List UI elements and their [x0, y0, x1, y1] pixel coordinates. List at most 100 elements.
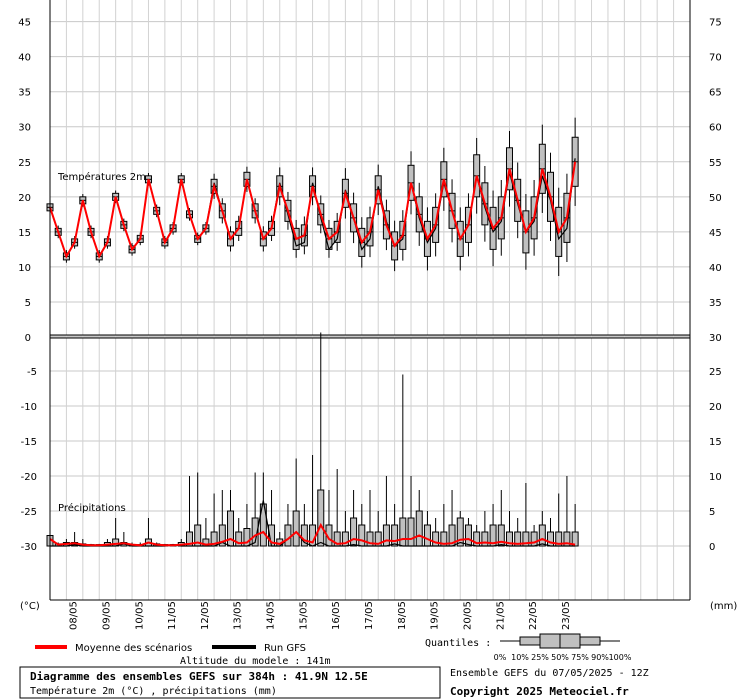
temp-mean-line	[49, 161, 577, 259]
temp-right-tick-label: 50	[709, 193, 722, 204]
date-tick-label: 22/05	[528, 601, 539, 630]
date-tick-label: 21/05	[495, 601, 506, 630]
date-tick-label: 09/05	[101, 601, 112, 630]
precipitation-panel-label: Précipitations	[58, 502, 126, 514]
temp-right-tick-label: 40	[709, 263, 722, 274]
run-label: Ensemble GEFS du 07/05/2025 - 12Z	[450, 668, 649, 679]
legend-mean-label: Moyenne des scénarios	[75, 642, 192, 654]
chart-title: Diagramme des ensembles GEFS sur 384h : …	[30, 670, 368, 683]
precip-right-tick-label: 25	[709, 367, 722, 378]
precip-box	[530, 531, 538, 547]
precip-left-tick-label: -20	[21, 472, 37, 483]
altitude-label: Altitude du modele : 141m	[180, 656, 331, 667]
quantile-legend-box	[500, 633, 620, 649]
precip-box	[399, 517, 407, 547]
precip-box	[456, 517, 464, 547]
temp-left-tick-label: 25	[18, 158, 31, 169]
temp-left-tick-label: 45	[18, 18, 31, 29]
precipitation-marks	[46, 332, 579, 547]
quantile-tick-label: 100%	[609, 653, 632, 662]
temp-left-tick-label: 20	[18, 193, 31, 204]
right-axis-unit: (mm)	[710, 601, 737, 612]
date-tick-label: 20/05	[462, 601, 473, 630]
precip-box	[571, 531, 579, 547]
temp-right-tick-label: 45	[709, 228, 722, 239]
info-box	[19, 666, 441, 699]
precip-box	[481, 531, 489, 547]
precip-left-tick-label: -15	[21, 437, 37, 448]
temp-right-tick-label: 60	[709, 123, 722, 134]
quantile-tick-label: 90%	[591, 653, 609, 662]
precip-box	[423, 524, 431, 547]
date-tick-label: 17/05	[364, 601, 375, 630]
precip-box	[407, 517, 415, 547]
precip-right-tick-label: 15	[709, 437, 722, 448]
precip-box	[358, 524, 366, 547]
precip-box	[415, 510, 423, 547]
chart-subtitle: Température 2m (°C) , précipitations (mm…	[30, 685, 277, 697]
precip-box	[464, 524, 472, 547]
left-axis-unit: (°C)	[20, 601, 40, 612]
precip-box	[497, 524, 505, 547]
quantile-tick-label: 10%	[511, 653, 529, 662]
date-tick-label: 14/05	[266, 601, 277, 630]
precip-right-tick-label: 5	[709, 507, 715, 518]
date-tick-label: 16/05	[331, 601, 342, 630]
date-tick-label: 23/05	[561, 601, 572, 630]
legend: Moyenne des scénarios Run GFS Quantiles …	[35, 633, 632, 667]
quantile-tick-label: 75%	[571, 653, 589, 662]
date-tick-label: 13/05	[233, 601, 244, 630]
temp-left-tick-label: 40	[18, 53, 31, 64]
precip-box	[251, 517, 259, 547]
temp-left-tick-label: 15	[18, 228, 31, 239]
precip-box	[391, 524, 399, 547]
temp-right-tick-label: 65	[709, 88, 722, 99]
precip-box	[317, 489, 325, 547]
quantile-tick-label: 25%	[531, 653, 549, 662]
precip-box	[432, 531, 440, 547]
precip-box	[382, 524, 390, 547]
axes	[49, 0, 691, 601]
temp-left-tick-label: 10	[18, 263, 31, 274]
quantile-tick-label: 50%	[551, 653, 569, 662]
temp-right-tick-label: 30	[709, 333, 722, 344]
precip-right-tick-label: 10	[709, 472, 722, 483]
temp-left-tick-label: 0	[25, 333, 31, 344]
temp-right-tick-label: 75	[709, 18, 722, 29]
quantile-tick-label: 0%	[494, 653, 507, 662]
quantile-tick-labels: 0% 10% 25% 50% 75% 90% 100%	[494, 653, 632, 662]
precip-right-tick-label: 20	[709, 402, 722, 413]
date-tick-label: 08/05	[69, 601, 80, 630]
temp-right-tick-label: 35	[709, 298, 722, 309]
copyright: Copyright 2025 Meteociel.fr	[450, 685, 629, 698]
precip-left-tick-label: -25	[21, 507, 37, 518]
precip-left-tick-label: -5	[27, 367, 37, 378]
temperature-panel-label: Températures 2m	[57, 171, 146, 183]
date-tick-label: 10/05	[134, 601, 145, 630]
date-tick-label: 15/05	[298, 601, 309, 630]
temp-right-tick-label: 55	[709, 158, 722, 169]
precip-right-tick-label: 0	[709, 542, 715, 553]
precip-box	[218, 524, 226, 547]
temp-left-tick-label: 5	[25, 298, 31, 309]
quantiles-label: Quantiles :	[425, 638, 491, 649]
precip-box	[284, 524, 292, 547]
precip-box	[547, 531, 555, 547]
date-tick-label: 12/05	[200, 601, 211, 630]
precip-mean-line	[49, 522, 576, 547]
precip-box	[350, 517, 358, 547]
date-tick-label: 11/05	[167, 601, 178, 630]
legend-run-label: Run GFS	[264, 643, 306, 654]
date-tick-label: 19/05	[430, 601, 441, 630]
temp-left-tick-label: 35	[18, 88, 31, 99]
precip-box	[538, 524, 546, 547]
precip-box	[300, 524, 308, 547]
precip-left-tick-label: -30	[21, 542, 37, 553]
precip-box	[292, 510, 300, 547]
temp-left-tick-label: 30	[18, 123, 31, 134]
temperature-marks	[46, 117, 579, 277]
temp-right-tick-label: 70	[709, 53, 722, 64]
date-tick-label: 18/05	[397, 601, 408, 630]
